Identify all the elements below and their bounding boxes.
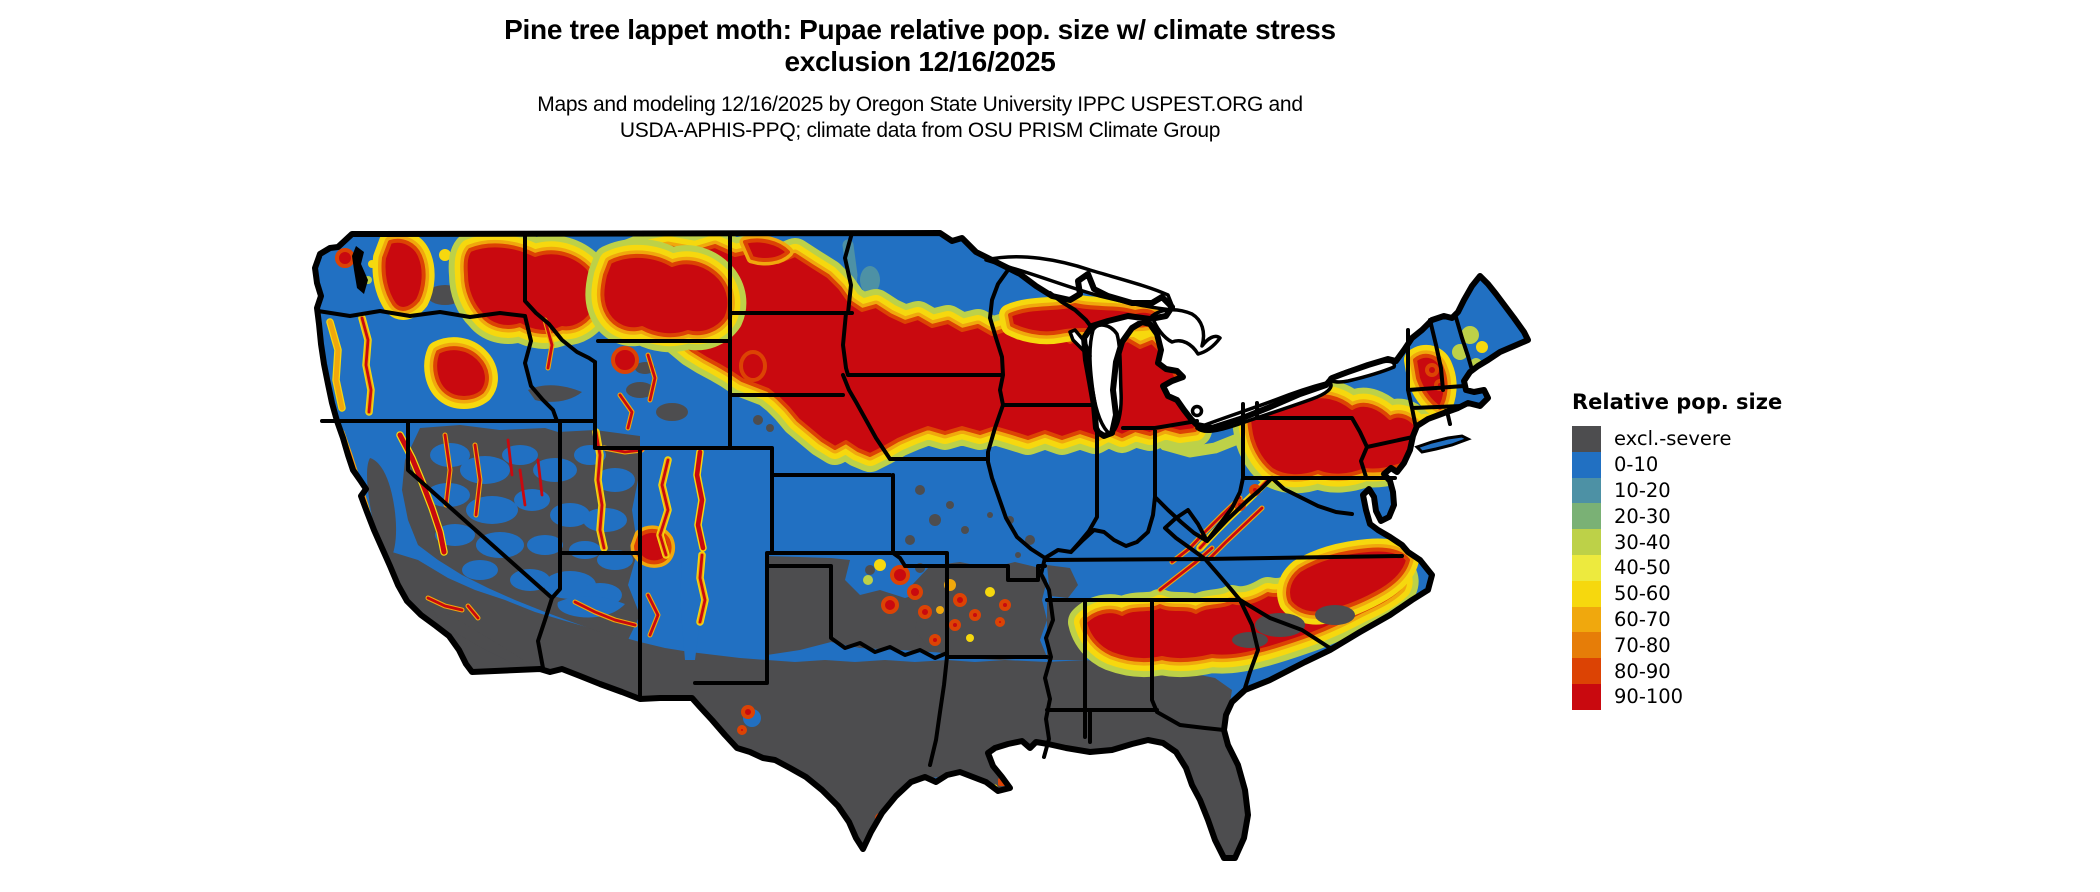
map-title-line1: Pine tree lappet moth: Pupae relative po… — [504, 14, 1336, 45]
legend-row: 50-60 — [1572, 580, 1872, 607]
state-borders — [316, 231, 1474, 767]
legend-swatch — [1572, 606, 1601, 633]
map-subtitle-line2: USDA-APHIS-PPQ; climate data from OSU PR… — [619, 119, 1221, 142]
legend-label: 10-20 — [1614, 478, 1671, 502]
map-subtitle-line1: Maps and modeling 12/16/2025 by Oregon S… — [537, 93, 1303, 116]
legend-rows: excl.-severe 0-10 10-20 20-30 30-40 40-5… — [1572, 426, 1872, 710]
legend-swatch — [1572, 554, 1601, 581]
legend-swatch — [1572, 529, 1601, 555]
legend-row: 10-20 — [1572, 477, 1872, 504]
legend-label: excl.-severe — [1614, 427, 1732, 451]
legend-label: 40-50 — [1614, 556, 1671, 580]
puget-sound — [352, 246, 368, 294]
legend-label: 20-30 — [1614, 504, 1671, 528]
long-island — [1414, 434, 1472, 454]
legend-swatch — [1572, 658, 1601, 684]
legend-label: 30-40 — [1614, 530, 1671, 554]
legend-row: 30-40 — [1572, 529, 1872, 555]
map-title: Pine tree lappet moth: Pupae relative po… — [300, 14, 1540, 78]
excluded-oklahoma — [767, 556, 947, 655]
legend-swatch — [1572, 503, 1601, 530]
legend-row: 70-80 — [1572, 632, 1872, 659]
legend-row: 60-70 — [1572, 606, 1872, 633]
legend-row: 0-10 — [1572, 451, 1872, 478]
legend-row: 20-30 — [1572, 503, 1872, 530]
legend-row: 40-50 — [1572, 554, 1872, 581]
legend-swatch — [1572, 580, 1601, 607]
legend-label: 80-90 — [1614, 659, 1671, 683]
legend-swatch — [1572, 426, 1601, 452]
excluded-central-valley — [367, 458, 397, 560]
legend-row: excl.-severe — [1572, 426, 1872, 452]
legend: Relative pop. size excl.-severe 0-10 10-… — [1572, 390, 1872, 710]
legend-swatch — [1572, 477, 1601, 504]
southeast-population-band — [1085, 549, 1408, 660]
legend-swatch — [1572, 683, 1601, 710]
title-block: Pine tree lappet moth: Pupae relative po… — [300, 14, 1540, 144]
map-subtitle: Maps and modeling 12/16/2025 by Oregon S… — [300, 92, 1540, 144]
excluded-wtn — [1047, 565, 1078, 598]
legend-label: 90-100 — [1614, 685, 1684, 709]
legend-swatch — [1572, 632, 1601, 659]
excluded-socal — [428, 602, 538, 668]
legend-label: 50-60 — [1614, 582, 1671, 606]
legend-label: 0-10 — [1614, 453, 1659, 477]
legend-label: 60-70 — [1614, 607, 1671, 631]
western-mountain-cores — [335, 240, 788, 562]
map-title-line2: exclusion 12/16/2025 — [784, 46, 1056, 77]
lake-huron — [1150, 308, 1222, 356]
legend-row: 90-100 — [1572, 683, 1872, 710]
legend-title: Relative pop. size — [1572, 390, 1783, 414]
lake-st-clair — [1190, 404, 1204, 418]
legend-label: 70-80 — [1614, 633, 1671, 657]
ozark-speckles — [863, 559, 1011, 646]
legend-row: 80-90 — [1572, 658, 1872, 684]
legend-swatch — [1572, 451, 1601, 478]
